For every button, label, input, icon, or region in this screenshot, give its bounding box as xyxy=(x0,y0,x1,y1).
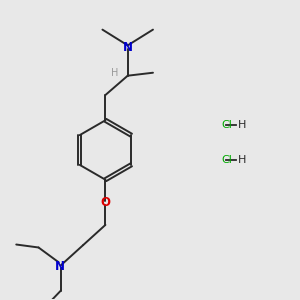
Text: N: N xyxy=(123,41,133,54)
Text: N: N xyxy=(55,260,64,273)
Text: H: H xyxy=(238,155,246,165)
Text: Cl: Cl xyxy=(221,120,232,130)
Text: O: O xyxy=(100,196,110,209)
Text: Cl: Cl xyxy=(221,155,232,165)
Text: H: H xyxy=(111,68,118,78)
Text: H: H xyxy=(238,120,246,130)
